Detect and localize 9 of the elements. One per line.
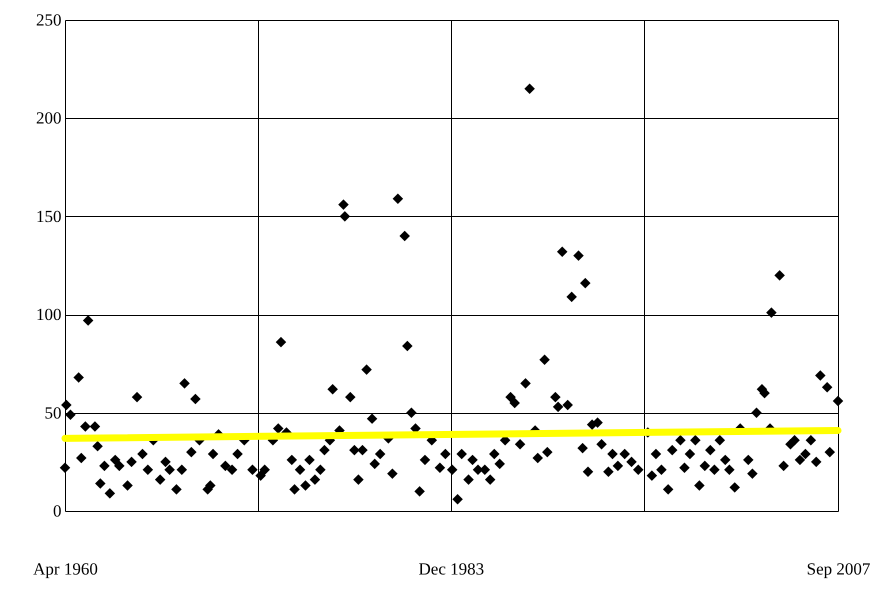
x-tick-label: Apr 1960 <box>33 560 98 578</box>
y-tick-label: 0 <box>53 502 62 520</box>
y-tick-label: 50 <box>44 403 62 422</box>
x-tick-label: Dec 1983 <box>418 560 484 578</box>
x-tick-label: Sep 2007 <box>806 560 871 578</box>
y-tick-label: 250 <box>36 10 62 30</box>
y-tick-label: 200 <box>36 108 62 128</box>
y-tick-label: 150 <box>36 206 62 226</box>
y-tick-label: 100 <box>36 305 62 324</box>
